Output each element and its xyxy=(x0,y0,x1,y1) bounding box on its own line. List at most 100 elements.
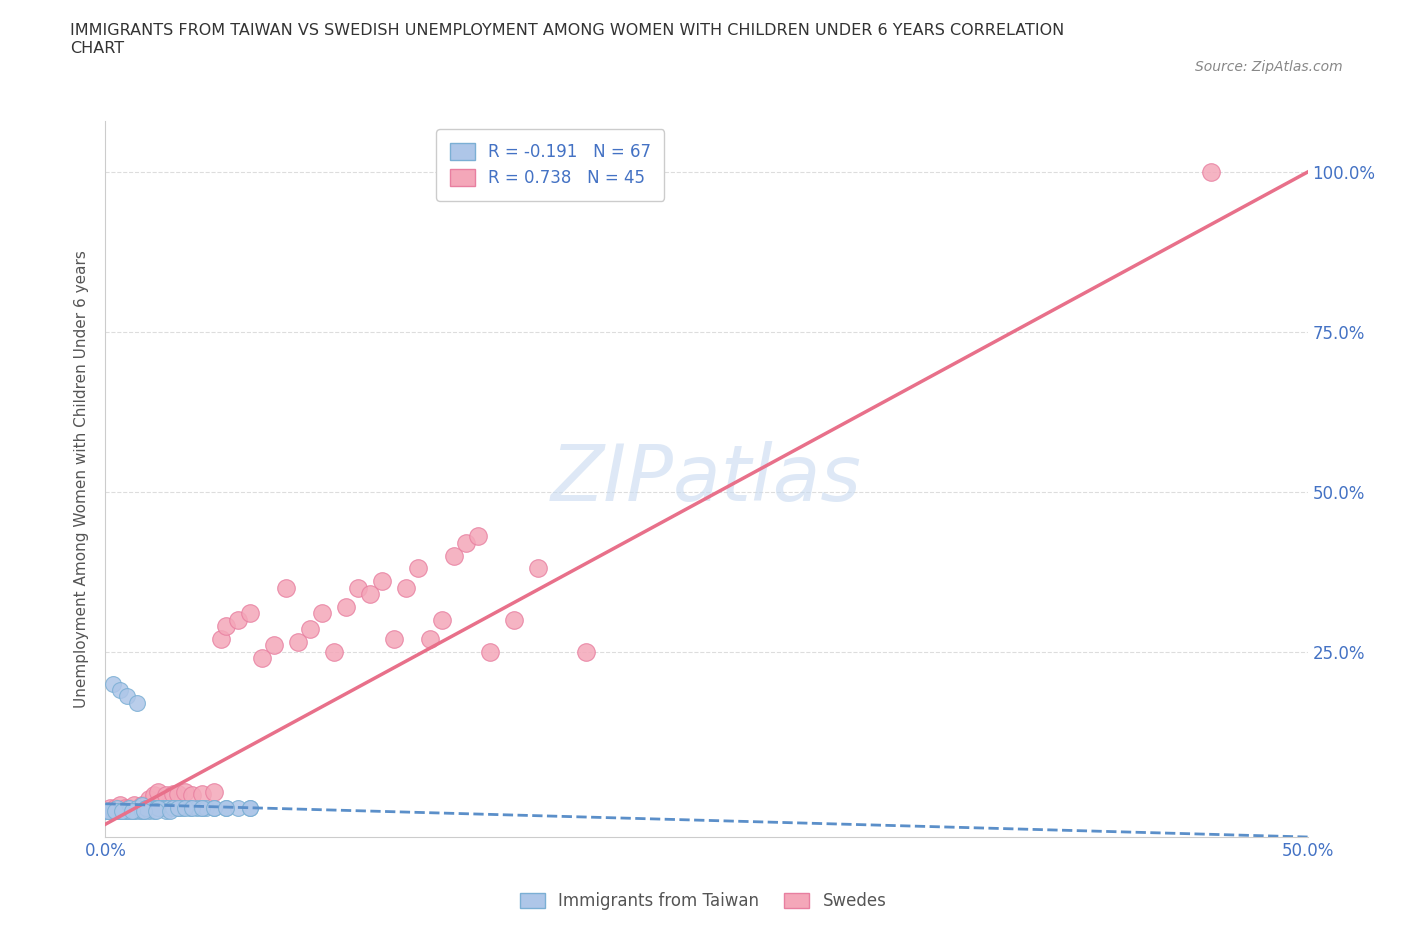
Point xyxy=(347,580,370,595)
Point xyxy=(181,801,204,816)
Point xyxy=(395,580,418,595)
Point xyxy=(214,618,236,633)
Point xyxy=(111,804,134,819)
Point xyxy=(298,622,321,637)
Point xyxy=(104,801,127,816)
Point xyxy=(104,804,127,819)
Point xyxy=(125,801,148,816)
Point xyxy=(527,561,550,576)
Point xyxy=(195,801,218,816)
Point xyxy=(443,549,465,564)
Point xyxy=(142,788,165,803)
Point xyxy=(118,804,141,819)
Point xyxy=(454,536,477,551)
Point xyxy=(114,801,136,816)
Legend: R = -0.191   N = 67, R = 0.738   N = 45: R = -0.191 N = 67, R = 0.738 N = 45 xyxy=(436,129,664,201)
Point xyxy=(162,786,184,801)
Point xyxy=(121,804,143,819)
Point xyxy=(124,804,146,819)
Point xyxy=(382,631,405,646)
Point xyxy=(114,804,136,819)
Point xyxy=(124,804,146,819)
Point xyxy=(406,561,429,576)
Point xyxy=(311,605,333,620)
Point xyxy=(101,804,124,819)
Text: Source: ZipAtlas.com: Source: ZipAtlas.com xyxy=(1195,60,1343,74)
Point xyxy=(166,801,188,816)
Point xyxy=(118,801,141,816)
Point xyxy=(239,801,262,816)
Point xyxy=(148,785,170,800)
Point xyxy=(173,785,195,800)
Point xyxy=(575,644,598,659)
Point xyxy=(503,612,526,627)
Point xyxy=(138,801,160,816)
Point xyxy=(335,600,357,615)
Point xyxy=(131,798,153,813)
Point xyxy=(152,801,174,816)
Point xyxy=(226,612,249,627)
Point xyxy=(359,587,381,602)
Point xyxy=(202,785,225,800)
Point xyxy=(115,689,138,704)
Point xyxy=(186,801,208,816)
Point xyxy=(135,801,157,816)
Point xyxy=(155,788,177,803)
Point xyxy=(214,801,236,816)
Y-axis label: Unemployment Among Women with Children Under 6 years: Unemployment Among Women with Children U… xyxy=(75,250,90,708)
Point xyxy=(287,634,309,649)
Point xyxy=(156,801,179,816)
Point xyxy=(239,605,262,620)
Point xyxy=(479,644,502,659)
Point xyxy=(148,801,170,816)
Point xyxy=(149,801,172,816)
Point xyxy=(173,801,195,816)
Point xyxy=(1201,165,1223,179)
Point xyxy=(114,804,136,819)
Legend: Immigrants from Taiwan, Swedes: Immigrants from Taiwan, Swedes xyxy=(513,885,893,917)
Point xyxy=(118,801,141,816)
Point xyxy=(226,801,249,816)
Point xyxy=(467,529,489,544)
Point xyxy=(142,804,165,819)
Point xyxy=(172,801,194,816)
Point xyxy=(115,804,138,819)
Point xyxy=(139,801,162,816)
Point xyxy=(166,786,188,801)
Point xyxy=(132,804,155,819)
Point xyxy=(145,801,167,816)
Point xyxy=(179,801,201,816)
Point xyxy=(202,801,225,816)
Point xyxy=(132,804,155,819)
Point xyxy=(98,804,121,819)
Point xyxy=(142,801,165,816)
Point xyxy=(263,638,285,653)
Point xyxy=(135,801,157,816)
Point xyxy=(239,801,262,816)
Point xyxy=(202,801,225,816)
Point xyxy=(107,801,129,816)
Point xyxy=(108,798,131,813)
Point xyxy=(101,676,124,691)
Point xyxy=(104,804,127,819)
Point xyxy=(97,804,120,819)
Point xyxy=(124,798,146,813)
Point xyxy=(322,644,344,659)
Point xyxy=(190,801,212,816)
Point xyxy=(419,631,441,646)
Point xyxy=(138,804,160,819)
Point xyxy=(190,801,212,816)
Point xyxy=(162,801,184,816)
Point xyxy=(111,804,134,819)
Point xyxy=(98,801,121,816)
Point xyxy=(131,804,153,819)
Point xyxy=(166,801,188,816)
Point xyxy=(107,804,129,819)
Point xyxy=(108,804,131,819)
Point xyxy=(190,786,212,801)
Point xyxy=(209,631,232,646)
Point xyxy=(250,651,273,666)
Point xyxy=(145,804,167,819)
Point xyxy=(138,791,160,806)
Point xyxy=(128,804,150,819)
